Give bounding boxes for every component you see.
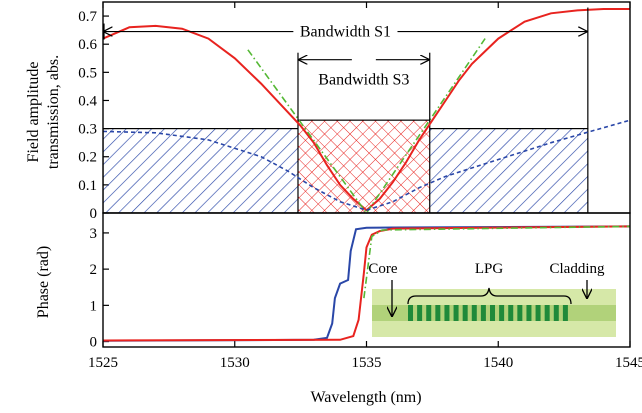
grating-period	[435, 305, 441, 321]
wavelength-xtick-label: 1525	[88, 355, 118, 371]
bandwidth-s3-hatch	[297, 119, 431, 213]
grating-period	[499, 305, 505, 321]
phase-panel: Phase (rad) 0 1 2 3 1525 1530 1535 1540 1545 Co…	[35, 2, 642, 406]
bandwidth-s3-label: Bandwidth S3	[318, 72, 409, 89]
phase-ytick-label: 3	[90, 226, 98, 242]
grating-period	[462, 305, 468, 321]
grating-period	[535, 305, 541, 321]
transmission-series	[103, 8, 630, 213]
lpg-label: LPG	[475, 261, 504, 277]
wavelength-xtick-label: 1535	[352, 355, 382, 371]
wavelength-xlabel: Wavelength (nm)	[310, 389, 421, 406]
phase-frame	[102, 212, 631, 348]
grating-period	[471, 305, 477, 321]
transmission-ytick-label: 0.3	[78, 122, 97, 138]
bandwidth-annotations: Bandwidth S1 Bandwidth S3	[104, 7, 589, 129]
transmission-ytick-label: 0.4	[78, 93, 97, 109]
grating-period	[408, 305, 414, 321]
phase-ytick-label: 2	[90, 262, 98, 278]
grating-period	[544, 305, 550, 321]
wavelength-xtick-label: 1530	[220, 355, 250, 371]
transmission-series-dashed-blue	[103, 119, 630, 212]
bandwidth-s1-label: Bandwidth S1	[300, 24, 391, 41]
transmission-ylabel-line1: Field amplitude	[25, 62, 42, 163]
phase-series	[103, 225, 630, 342]
transmission-ylabel-line2: transmission, abs.	[45, 55, 62, 169]
transmission-y-ticks: 0 0.1 0.2 0.3 0.4 0.5 0.6 0.7	[78, 9, 109, 222]
phase-series-solid-blue	[103, 225, 630, 342]
grating-period	[426, 305, 432, 321]
core-label: Core	[368, 261, 398, 277]
transmission-ytick-label: 0.5	[78, 65, 97, 81]
grating-period	[480, 305, 486, 321]
transmission-panel: Field amplitude transmission, abs. 00.10…	[25, 1, 631, 222]
lpg-brace	[407, 287, 572, 305]
transmission-ytick-label: 0.6	[78, 37, 97, 53]
transmission-ytick-label: 0.2	[78, 150, 97, 166]
phase-ytick-label: 0	[90, 335, 98, 351]
wavelength-xtick-label: 1540	[483, 355, 513, 371]
grating-period	[508, 305, 514, 321]
phase-series-dash-dot-green	[363, 225, 630, 299]
wavelength-x-ticks: 1525 1530 1535 1540 1545	[88, 2, 642, 371]
grating-period	[526, 305, 532, 321]
transmission-ytick-label: 0	[90, 206, 98, 222]
grating-period	[517, 305, 523, 321]
cladding-label: Cladding	[550, 261, 605, 277]
grating-period	[444, 305, 450, 321]
phase-y-ticks: 0 1 2 3	[90, 226, 109, 351]
transmission-series-solid-red	[103, 8, 630, 212]
grating-period	[562, 305, 568, 321]
phase-ylabel: Phase (rad)	[35, 246, 52, 318]
grating-period	[453, 305, 459, 321]
transmission-ytick-label: 0.7	[78, 9, 97, 25]
wavelength-xtick-label: 1545	[615, 355, 642, 371]
grating-period	[490, 305, 496, 321]
phase-ytick-label: 1	[90, 298, 98, 314]
fiber-inset: Core LPG Cladding	[368, 261, 616, 337]
grating-period	[417, 305, 423, 321]
transmission-ytick-label: 0.1	[78, 178, 97, 194]
lpg-grating	[408, 305, 568, 321]
grating-period	[553, 305, 559, 321]
